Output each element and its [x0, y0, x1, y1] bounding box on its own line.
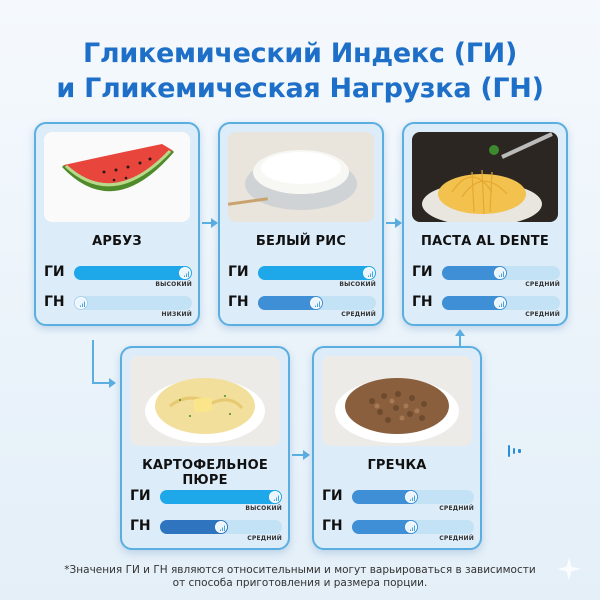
audio-wave-icon [508, 445, 524, 457]
gn-level: НИЗКИЙ [161, 311, 192, 318]
buckwheat-image [322, 356, 472, 446]
flow-arrow [92, 378, 116, 388]
gn-label: ГН [130, 518, 151, 534]
gn-level: СРЕДНИЙ [341, 311, 376, 318]
gi-row: ГИ ВЫСОКИЙ [130, 488, 284, 512]
gi-level: СРЕДНИЙ [439, 505, 474, 512]
mashed-potatoes-image [130, 356, 280, 446]
title-line-1: Гликемический Индекс (ГИ) [82, 38, 518, 69]
bar-chart-icon [363, 267, 375, 279]
pasta-image [412, 132, 558, 222]
flow-arrow-up [455, 329, 465, 336]
gi-level: ВЫСОКИЙ [245, 505, 282, 512]
gn-row: ГН СРЕДНИЙ [412, 294, 562, 318]
gi-row: ГИ СРЕДНИЙ [322, 488, 476, 512]
gi-label: ГИ [44, 264, 65, 280]
bar-chart-icon [405, 491, 417, 503]
gn-bar [160, 520, 282, 534]
flow-arrow [292, 450, 310, 460]
gn-label: ГН [412, 294, 433, 310]
gi-label: ГИ [322, 488, 343, 504]
food-name: БЕЛЫЙ РИС [255, 234, 347, 249]
food-name: ГРЕЧКА [367, 458, 427, 473]
footnote: *Значения ГИ и ГН являются относительным… [40, 564, 560, 590]
bar-chart-icon [75, 297, 87, 309]
gn-label: ГН [322, 518, 343, 534]
gn-bar [74, 296, 192, 310]
flow-arrow [386, 218, 402, 228]
white-rice-image [228, 132, 374, 222]
food-card-mashed-potatoes: КАРТОФЕЛЬНОЕ ПЮРЕ ГИ ВЫСОКИЙ ГН СРЕДНИЙ [120, 346, 290, 550]
gi-row: ГИ СРЕДНИЙ [412, 264, 562, 288]
gi-label: ГИ [130, 488, 151, 504]
gi-bar [160, 490, 282, 504]
food-name: КАРТОФЕЛЬНОЕ ПЮРЕ [142, 458, 268, 488]
footnote-line-2: от способа приготовления и размера порци… [172, 577, 428, 589]
flow-connector [92, 340, 94, 382]
title-line-2: и Гликемическая Нагрузка (ГН) [56, 73, 544, 104]
gi-label: ГИ [412, 264, 433, 280]
gn-level: СРЕДНИЙ [247, 535, 282, 542]
food-card-watermelon: АРБУЗ ГИ ВЫСОКИЙ ГН НИЗКИЙ [34, 122, 200, 326]
gi-row: ГИ ВЫСОКИЙ [44, 264, 194, 288]
gi-bar [258, 266, 376, 280]
gn-level: СРЕДНИЙ [439, 535, 474, 542]
gi-bar [74, 266, 192, 280]
gn-level: СРЕДНИЙ [525, 311, 560, 318]
gi-bar [352, 490, 474, 504]
bar-chart-icon [494, 267, 506, 279]
food-card-white-rice: БЕЛЫЙ РИС ГИ ВЫСОКИЙ ГН СРЕДНИЙ [218, 122, 384, 326]
bar-chart-icon [269, 491, 281, 503]
page-title: Гликемический Индекс (ГИ) и Гликемическа… [0, 36, 600, 106]
gi-bar [442, 266, 560, 280]
flow-arrow [202, 218, 218, 228]
gn-bar [442, 296, 560, 310]
food-card-buckwheat: ГРЕЧКА ГИ СРЕДНИЙ ГН СРЕДНИЙ [312, 346, 482, 550]
gn-label: ГН [228, 294, 249, 310]
gn-row: ГН НИЗКИЙ [44, 294, 194, 318]
gn-bar [258, 296, 376, 310]
gn-label: ГН [44, 294, 65, 310]
gi-label: ГИ [228, 264, 249, 280]
gi-level: ВЫСОКИЙ [155, 281, 192, 288]
bar-chart-icon [310, 297, 322, 309]
bar-chart-icon [494, 297, 506, 309]
gn-bar [352, 520, 474, 534]
food-name: ПАСТА AL DENTE [421, 234, 549, 249]
gi-row: ГИ ВЫСОКИЙ [228, 264, 378, 288]
sparkle-icon [557, 557, 581, 581]
bar-chart-icon [215, 521, 227, 533]
gi-level: СРЕДНИЙ [525, 281, 560, 288]
gn-row: ГН СРЕДНИЙ [228, 294, 378, 318]
bar-chart-icon [179, 267, 191, 279]
food-card-pasta-al-dente: ПАСТА AL DENTE ГИ СРЕДНИЙ ГН СРЕДНИЙ [402, 122, 568, 326]
footnote-line-1: *Значения ГИ и ГН являются относительным… [64, 564, 536, 576]
bar-chart-icon [405, 521, 417, 533]
food-name: АРБУЗ [92, 234, 142, 249]
gi-level: ВЫСОКИЙ [339, 281, 376, 288]
flow-connector [459, 334, 461, 346]
gn-row: ГН СРЕДНИЙ [130, 518, 284, 542]
gn-row: ГН СРЕДНИЙ [322, 518, 476, 542]
watermelon-image [44, 132, 190, 222]
